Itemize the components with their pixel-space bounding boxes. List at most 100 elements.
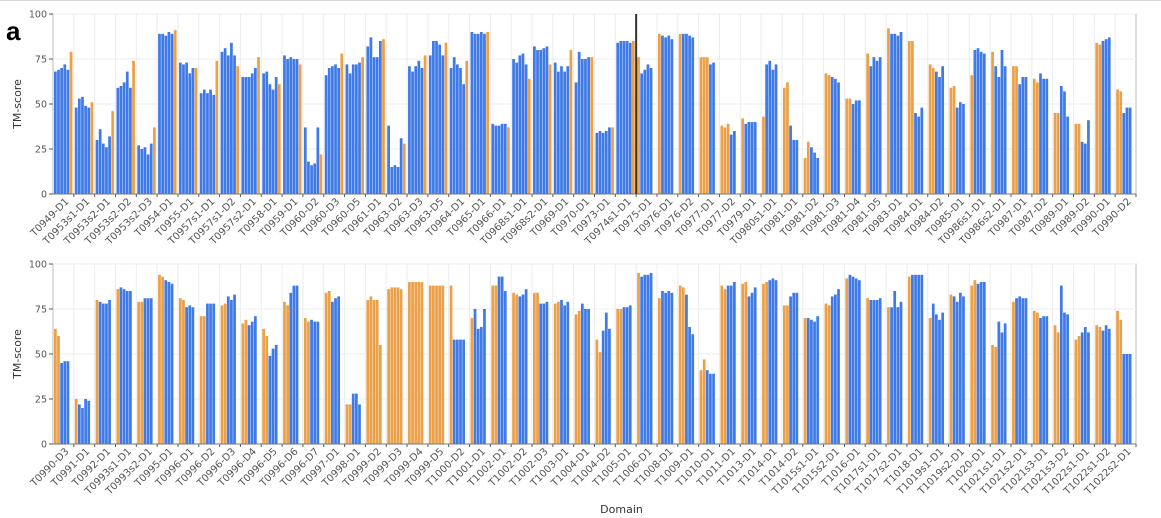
- y-tick-label: 75: [35, 305, 47, 316]
- bar-group: [241, 316, 257, 444]
- bar-blue: [1000, 332, 1004, 444]
- bar-orange: [158, 274, 161, 444]
- bar-orange: [1116, 89, 1119, 194]
- bar-blue: [212, 303, 216, 444]
- bar-blue: [230, 300, 233, 444]
- bar-group: [199, 303, 216, 444]
- bar-blue: [497, 276, 501, 444]
- bar-orange: [393, 287, 397, 444]
- bar-blue: [387, 125, 390, 194]
- bar-blue: [428, 55, 432, 195]
- bar-orange: [762, 116, 765, 194]
- bar-blue: [521, 294, 525, 444]
- bar-blue: [890, 307, 893, 444]
- bar-orange: [1012, 66, 1015, 194]
- bar-blue: [584, 59, 587, 194]
- bar-blue: [792, 140, 796, 194]
- bar-blue: [60, 363, 64, 444]
- bar-blue: [580, 59, 584, 194]
- bar-blue: [667, 291, 671, 444]
- bar-blue: [253, 68, 257, 194]
- bar-orange: [1077, 336, 1081, 444]
- bar-blue: [982, 282, 986, 444]
- y-axis-label: TM-score: [11, 79, 24, 130]
- bar-blue: [170, 33, 174, 194]
- bar-blue: [709, 373, 712, 444]
- bar-blue: [616, 42, 620, 194]
- bar-group: [1116, 89, 1132, 194]
- bar-blue: [917, 274, 921, 444]
- bar-blue: [765, 64, 768, 195]
- bar-blue: [521, 53, 525, 194]
- bar-blue: [188, 305, 192, 444]
- bar-group: [574, 51, 594, 195]
- bar-blue: [709, 64, 712, 195]
- bar-group: [782, 292, 799, 444]
- bar-group: [303, 127, 323, 194]
- bar-blue: [914, 113, 917, 194]
- bar-blue: [560, 66, 563, 194]
- bar-blue: [574, 82, 578, 194]
- bar-blue: [140, 149, 144, 194]
- bar-blue: [226, 55, 230, 195]
- y-tick-label: 0: [41, 440, 47, 451]
- bar-group: [949, 86, 965, 194]
- bar-group: [1053, 285, 1069, 444]
- bar-group: [907, 41, 924, 194]
- bar-blue: [292, 285, 296, 444]
- bar-blue: [310, 319, 313, 444]
- bar-blue: [476, 328, 480, 444]
- bar-blue: [869, 300, 873, 444]
- bar-blue: [938, 77, 941, 194]
- bar-blue: [295, 285, 299, 444]
- bar-blue: [289, 292, 293, 444]
- bar-blue: [1101, 41, 1105, 194]
- bar-blue: [250, 321, 254, 444]
- bar-group: [553, 50, 573, 194]
- bar-blue: [837, 289, 840, 444]
- bar-orange: [827, 305, 831, 444]
- bar-group: [616, 41, 635, 194]
- bar-blue: [601, 132, 605, 194]
- bar-blue: [670, 39, 674, 195]
- bar-blue: [310, 165, 313, 194]
- bar-blue: [84, 399, 87, 444]
- bar-group: [1074, 120, 1090, 194]
- bar-orange: [928, 318, 932, 444]
- bar-blue: [979, 51, 983, 194]
- bar-blue: [331, 66, 334, 194]
- bar-group: [1095, 37, 1111, 195]
- bar-blue: [851, 276, 855, 444]
- bar-blue: [896, 307, 900, 444]
- bar-blue: [455, 64, 459, 195]
- bar-blue: [587, 309, 590, 444]
- bar-orange: [372, 300, 376, 444]
- bar-orange: [632, 41, 635, 194]
- bar-orange: [1032, 310, 1036, 444]
- bar-blue: [857, 100, 861, 194]
- bar-orange: [74, 399, 78, 444]
- bar-blue: [962, 296, 965, 444]
- bar-blue: [390, 167, 394, 194]
- bar-blue: [167, 282, 171, 444]
- bar-blue: [87, 400, 91, 444]
- bar-blue: [816, 316, 820, 444]
- bar-orange: [991, 51, 994, 194]
- bar-orange: [1119, 91, 1123, 194]
- bar-blue: [1122, 354, 1126, 444]
- bar-blue: [774, 280, 778, 444]
- bar-blue: [233, 55, 236, 195]
- bar-blue: [806, 318, 810, 444]
- bar-group: [991, 50, 1007, 194]
- bar-blue: [729, 134, 733, 194]
- bar-orange: [1015, 66, 1018, 194]
- bar-blue: [158, 33, 161, 194]
- bar-group: [741, 118, 757, 194]
- bar-orange: [220, 305, 224, 444]
- bar-orange: [907, 41, 911, 194]
- bar-blue: [483, 309, 486, 444]
- bar-blue: [712, 62, 715, 194]
- bar-blue: [408, 66, 411, 194]
- bar-orange: [390, 287, 394, 444]
- bar-blue: [345, 64, 349, 195]
